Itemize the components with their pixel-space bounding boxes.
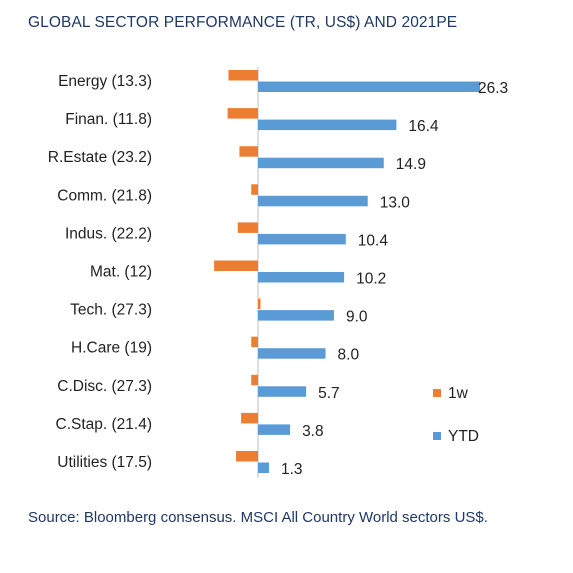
category-label-indus: Indus. (22.2) [65, 225, 152, 242]
category-label-h-care: H.Care (19) [71, 340, 152, 357]
category-label-finan: Finan. (11.8) [65, 111, 152, 128]
bar-1w-c-disc [251, 374, 258, 386]
bar-ytd-utilities [258, 462, 269, 473]
bar-1w-energy [228, 70, 258, 81]
bar-1w-indus [237, 222, 258, 233]
category-label-tech: Tech. (27.3) [70, 302, 152, 319]
data-label-ytd-r-estate: 14.9 [396, 156, 426, 173]
category-label-r-estate: R.Estate (23.2) [48, 149, 152, 166]
legend: 1w YTD [433, 385, 479, 445]
bar-ytd-r-estate [258, 157, 384, 169]
bar-1w-finan [227, 108, 258, 119]
data-label-ytd-c-disc: 5.7 [318, 385, 340, 402]
data-label-ytd-mat: 10.2 [356, 271, 386, 288]
bars-layer [214, 67, 480, 478]
data-label-ytd-comm: 13.0 [380, 194, 411, 211]
bar-ytd-h-care [258, 348, 326, 359]
bar-1w-tech [258, 298, 261, 310]
bar-ytd-energy [258, 81, 480, 92]
category-label-c-stap: C.Stap. (21.4) [56, 416, 153, 433]
bar-1w-mat [214, 260, 258, 271]
data-label-ytd-c-stap: 3.8 [302, 423, 324, 440]
bar-ytd-mat [258, 272, 345, 283]
source-note: Source: Bloomberg consensus. MSCI All Co… [28, 509, 488, 526]
bar-1w-c-stap [241, 412, 258, 424]
bar-1w-h-care [251, 336, 258, 348]
chart-title: GLOBAL SECTOR PERFORMANCE (TR, US$) AND … [28, 14, 458, 31]
bar-1w-utilities [236, 451, 258, 462]
data-label-ytd-utilities: 1.3 [281, 461, 303, 478]
category-label-comm: Comm. (21.8) [57, 187, 152, 204]
data-label-ytd-tech: 9.0 [346, 309, 368, 326]
data-label-ytd-indus: 10.4 [358, 232, 389, 249]
legend-swatch-ytd [433, 432, 441, 440]
data-label-ytd-energy: 26.3 [478, 80, 508, 97]
bar-1w-comm [251, 184, 258, 195]
bar-ytd-comm [258, 195, 368, 207]
legend-swatch-1w [433, 389, 441, 397]
bar-ytd-indus [258, 233, 346, 245]
bar-ytd-finan [258, 119, 397, 131]
data-label-ytd-h-care: 8.0 [338, 347, 360, 364]
legend-label-1w: 1w [448, 385, 469, 402]
category-label-utilities: Utilities (17.5) [57, 454, 152, 471]
bar-ytd-c-stap [258, 424, 291, 435]
data-label-ytd-finan: 16.4 [408, 118, 439, 135]
bar-1w-r-estate [239, 146, 258, 157]
bar-chart: Energy (13.3) 26.3 Finan. (11.8) 16.4 R.Esta… [48, 67, 508, 478]
category-label-mat: Mat. (12) [90, 264, 152, 281]
labels-layer: Energy (13.3) 26.3 Finan. (11.8) 16.4 R.Esta… [48, 73, 508, 478]
legend-label-ytd: YTD [448, 428, 479, 445]
bar-ytd-tech [258, 310, 334, 321]
bar-ytd-c-disc [258, 386, 307, 397]
category-label-c-disc: C.Disc. (27.3) [57, 378, 152, 395]
category-label-energy: Energy (13.3) [58, 73, 152, 90]
